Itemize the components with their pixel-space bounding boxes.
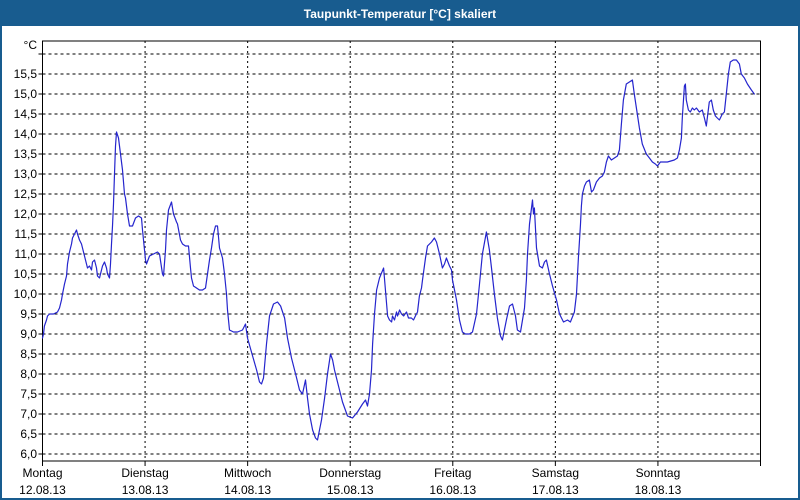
chart-area: 6,0 6,5 7,0 7,5 8,0 8,5 9,0 9,5 10,0 10,5 11,0 11,5… [2,26,798,498]
plot-frame [42,40,761,462]
day-name-label: Freitag [434,466,471,480]
window-title: Taupunkt-Temperatur [°C] skaliert [303,7,497,21]
y-tick-label: 9,5 [20,307,37,321]
y-tick-label: 12,0 [14,207,38,221]
day-date-label: 14.08.13 [224,483,271,497]
day-date-label: 17.08.13 [532,483,579,497]
y-tick-label: 10,5 [14,267,38,281]
title-bar: Taupunkt-Temperatur [°C] skaliert [2,2,798,26]
day-name-label: Sonntag [636,466,681,480]
day-date-label: 16.08.13 [429,483,476,497]
y-tick-label: 15,5 [14,67,38,81]
y-tick-label: 6,5 [20,427,37,441]
y-tick-label: 14,0 [14,127,38,141]
y-tick-label: 9,0 [20,327,37,341]
x-axis-labels: Montag 12.08.13 Dienstag 13.08.13 Mittwoch 14… [19,466,681,497]
y-tick-label: 7,0 [20,407,37,421]
y-tick-label: 8,5 [20,347,37,361]
temperature-line [41,59,755,441]
day-name-label: Donnerstag [319,466,381,480]
day-date-label: 12.08.13 [19,483,66,497]
y-tick-label: 7,5 [20,387,37,401]
y-tick-label: 6,0 [20,447,37,461]
gridlines [38,41,761,466]
day-name-label: Montag [22,466,62,480]
chart-svg: 6,0 6,5 7,0 7,5 8,0 8,5 9,0 9,5 10,0 10,5 11,0 11,5… [14,38,761,497]
y-tick-label: 11,0 [15,247,38,261]
y-tick-label: 13,5 [14,147,38,161]
day-date-label: 15.08.13 [327,483,374,497]
y-tick-label: 15,0 [14,87,38,101]
day-name-label: Samstag [532,466,579,480]
y-axis-unit-label: °C [24,38,38,52]
y-tick-label: 12,5 [14,187,38,201]
y-tick-label: 13,0 [14,167,38,181]
day-name-label: Dienstag [121,466,168,480]
y-tick-label: 10,0 [14,287,38,301]
y-tick-label: 8,0 [20,367,37,381]
y-tick-label: 11,5 [15,227,38,241]
day-date-label: 13.08.13 [122,483,169,497]
y-axis-labels: 6,0 6,5 7,0 7,5 8,0 8,5 9,0 9,5 10,0 10,5 11,0 11,5… [14,38,38,461]
y-tick-label: 14,5 [14,107,38,121]
day-name-label: Mittwoch [224,466,271,480]
day-date-label: 18.08.13 [635,483,682,497]
